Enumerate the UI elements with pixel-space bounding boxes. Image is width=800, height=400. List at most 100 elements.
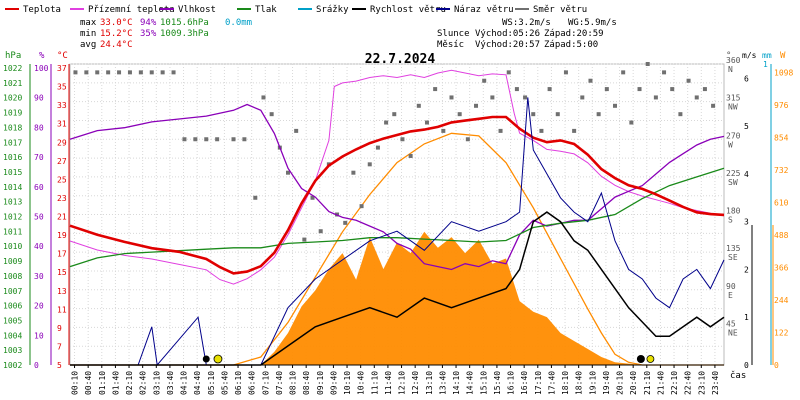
wind-dir-point	[531, 112, 536, 117]
sunrise-marker	[213, 354, 223, 364]
wind-dir-point	[523, 95, 528, 100]
legend-label: Přízemní teplota	[88, 5, 175, 15]
x-tick-label: 14:40	[466, 371, 475, 395]
tick-temp: 27	[57, 157, 67, 166]
tick-dir-deg: 225	[726, 169, 741, 178]
wind-dir-point	[613, 103, 617, 108]
tick-press: 1021	[3, 79, 22, 88]
x-tick-label: 21:10	[643, 371, 652, 395]
tick-temp: 35	[57, 83, 67, 92]
tick-solar: 976	[774, 101, 789, 110]
x-tick-label: 19:40	[602, 371, 611, 395]
wind-dir-point	[514, 87, 519, 92]
tick-press: 1002	[3, 361, 22, 370]
info-moonrise: Východ:20:57	[475, 40, 540, 50]
unit-dir: °	[726, 51, 731, 61]
tick-dir-name: NW	[728, 103, 738, 112]
tick-dir-name: S	[728, 216, 733, 225]
wind-dir-point	[310, 195, 315, 200]
x-tick-label: 23:10	[697, 371, 706, 395]
tick-wind: 0	[744, 361, 749, 370]
x-tick-label: 03:10	[152, 371, 161, 395]
stat-max-hum: 94%	[140, 18, 157, 28]
stat-min-hum: 35%	[140, 29, 157, 39]
moonrise-marker	[636, 355, 645, 363]
stat-min-label: min	[80, 29, 96, 39]
x-tick-label: 09:40	[329, 371, 338, 395]
wind-dir-point	[547, 87, 552, 92]
tick-press: 1017	[3, 138, 22, 147]
unit-temp: °C	[57, 51, 68, 61]
info-wg: WG:5.9m/s	[568, 18, 617, 28]
stats-block: max 33.0°C 94% 1015.6hPa 0.0mm min 15.2°…	[80, 18, 252, 50]
tick-dir-deg: 315	[726, 94, 741, 103]
wind-dir-point	[645, 62, 650, 66]
info-block: WS:3.2m/s WG:5.9m/s Slunce Východ:05:26 …	[437, 18, 617, 50]
tick-hum: 50	[34, 213, 44, 222]
tick-temp: 33	[57, 101, 67, 110]
x-tick-label: 16:10	[507, 371, 516, 395]
wind-dir-point	[359, 204, 364, 209]
x-tick-label: 18:40	[575, 371, 584, 395]
tick-press: 1019	[3, 109, 22, 118]
tick-temp: 13	[57, 287, 67, 296]
wind-dir-point	[449, 95, 454, 100]
x-tick-label: 20:40	[629, 371, 638, 395]
x-tick-label: 17:10	[534, 371, 543, 395]
wind-dir-point	[498, 128, 503, 133]
tick-press: 1008	[3, 272, 22, 281]
wind-dir-point	[637, 87, 642, 92]
series-humidity	[69, 103, 725, 271]
tick-press: 1012	[3, 213, 22, 222]
wind-dir-point	[193, 137, 198, 142]
tick-hum: 60	[34, 183, 44, 192]
legend-label: Rychlost větru	[370, 5, 446, 15]
tick-press: 1020	[3, 94, 22, 103]
tick-dir-deg: 270	[726, 131, 741, 140]
wind-dir-point	[539, 128, 544, 133]
tick-press: 1009	[3, 257, 22, 266]
chart-legend: Teplota Přízemní teplota Vlhkost Tlak Srážky…	[5, 5, 587, 15]
x-tick-label: 15:40	[493, 371, 502, 395]
wind-dir-point	[261, 95, 266, 100]
wind-dir-point	[694, 95, 699, 100]
tick-temp: 37	[57, 64, 67, 73]
wind-dir-point	[302, 237, 307, 242]
wind-dir-point	[563, 70, 568, 75]
tick-press: 1016	[3, 153, 22, 162]
wind-dir-point	[506, 70, 511, 75]
wind-dir-point	[318, 229, 323, 234]
tick-hum: 90	[34, 94, 44, 103]
plot-area	[69, 62, 725, 367]
unit-rain: mm	[762, 51, 772, 60]
info-ws: WS:3.2m/s	[502, 18, 551, 28]
x-tick-label: 17:40	[547, 371, 556, 395]
tick-hum: 30	[34, 272, 44, 281]
x-tick-label: 15:10	[479, 371, 488, 395]
tick-wind: 6	[744, 74, 749, 83]
wind-dir-point	[253, 195, 258, 200]
unit-solar: W	[780, 51, 786, 61]
info-sunset: Západ:20:59	[544, 29, 604, 39]
tick-hum: 100	[34, 64, 49, 73]
tick-press: 1006	[3, 302, 22, 311]
x-tick-label: 12:10	[398, 371, 407, 395]
wind-dir-point	[621, 70, 626, 75]
tick-temp: 21	[57, 213, 67, 222]
tick-solar: 732	[774, 166, 789, 175]
tick-solar: 854	[774, 134, 789, 143]
tick-press: 1014	[3, 183, 22, 192]
x-tick-label: 06:40	[248, 371, 257, 395]
wind-dir-point	[73, 70, 78, 75]
wind-dir-point	[482, 78, 487, 83]
tick-temp: 11	[57, 305, 67, 314]
wind-dir-point	[294, 128, 299, 133]
wind-dir-point	[160, 70, 165, 75]
wind-dir-point	[106, 70, 111, 75]
x-tick-label: 05:10	[207, 371, 216, 395]
stat-max-rain: 0.0mm	[225, 18, 252, 28]
wind-dir-point	[596, 112, 601, 117]
tick-temp: 7	[57, 342, 62, 351]
wind-dir-point	[490, 95, 495, 100]
x-tick-label: 18:10	[561, 371, 570, 395]
